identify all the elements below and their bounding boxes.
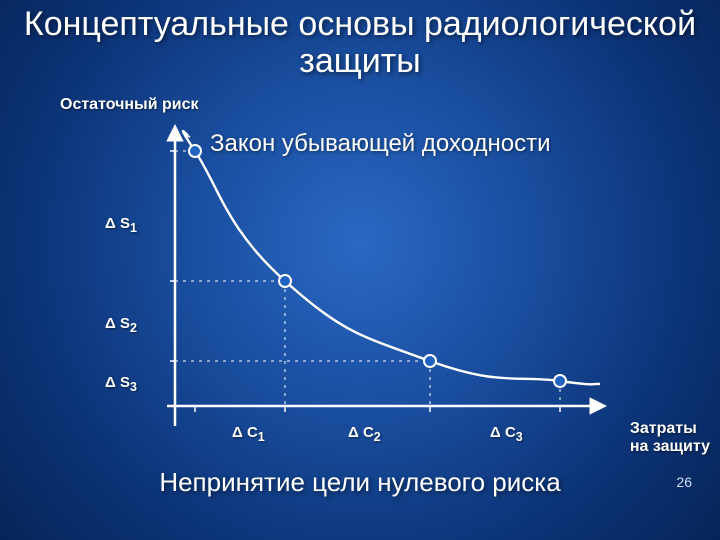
delta-c3-label: Δ C3 — [490, 424, 523, 444]
delta-c1-label: Δ C1 — [232, 424, 265, 444]
delta-s1-label: Δ S1 — [105, 215, 137, 235]
slide: Концептуальные основы радиологической за… — [0, 0, 720, 540]
x-axis-label: Затратына защиту — [630, 420, 710, 455]
chart — [60, 96, 660, 446]
page-title: Концептуальные основы радиологической за… — [0, 6, 720, 81]
delta-c2-label: Δ C2 — [348, 424, 381, 444]
delta-s3-label: Δ S3 — [105, 374, 137, 394]
footer-text: Непринятие цели нулевого риска — [0, 467, 720, 498]
chart-svg — [60, 96, 660, 446]
page-number: 26 — [676, 474, 692, 490]
delta-s2-label: Δ S2 — [105, 315, 137, 335]
